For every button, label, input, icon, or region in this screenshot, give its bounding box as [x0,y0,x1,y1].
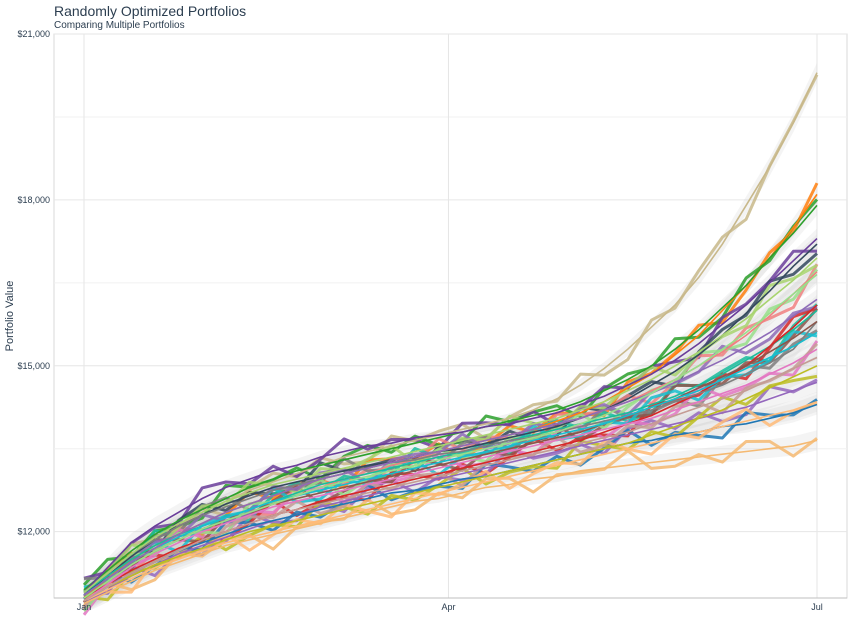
series-trend-line [83,320,818,594]
series-trend-line [83,439,818,605]
series-trend-line [83,298,818,596]
series-trend-line [83,400,818,602]
series-band [84,289,817,606]
series-band [84,394,817,611]
grid-lines [54,33,847,599]
series-trend-line [83,257,818,594]
y-tick-label: $21,000 [17,29,50,39]
series-trend-line [83,356,818,602]
series-trend-line [83,204,818,591]
y-tick-label: $12,000 [17,527,50,537]
series-band [84,430,817,614]
series-lines [82,72,819,616]
chart-subtitle: Comparing Multiple Portfolios [54,20,185,31]
series-trend-line [83,273,818,599]
x-tick-label: Apr [441,602,455,612]
x-tick-label: Jan [77,602,92,612]
plot-background [53,33,848,599]
series-trend-line [83,348,818,602]
series-trend-line [83,331,818,596]
chart-title: Randomly Optimized Portfolios [54,3,247,19]
axis-labels: $12,000 $15,000 $18,000 $21,000 Jan Apr Jul [17,29,822,612]
y-axis-title: Portfolio Value [4,281,16,352]
y-tick-label: $18,000 [17,195,50,205]
x-tick-label: Jul [811,602,823,612]
series-trend-line [83,365,818,599]
y-tick-label: $15,000 [17,361,50,371]
series-trend-line [83,238,818,594]
